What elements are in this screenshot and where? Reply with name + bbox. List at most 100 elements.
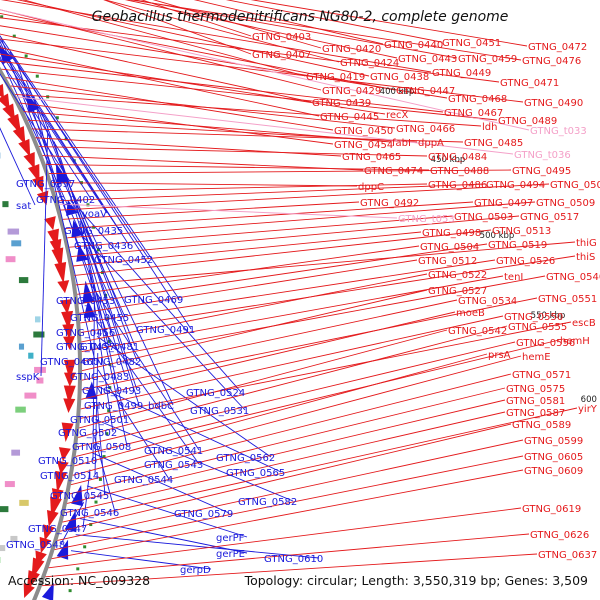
cog-category-tile (0, 545, 6, 552)
cog-category-tile (11, 449, 21, 456)
rna-label-connector (0, 9, 530, 131)
forward-label-connector (74, 229, 492, 276)
reverse-gene-arrow (83, 299, 96, 319)
forward-gene-label: GTNG_0526 (496, 256, 555, 267)
forward-gene-arrow (12, 126, 26, 146)
forward-gene-label: GTNG_0637 (538, 550, 597, 561)
reverse-gene-arrow (56, 539, 69, 560)
forward-gene-arrow (57, 280, 70, 294)
cog-category-tile (11, 240, 22, 247)
forward-gene-arrow (23, 583, 35, 599)
forward-label-connector (0, 33, 312, 103)
scale-tick (98, 477, 102, 481)
scale-label: 450 kbp (431, 155, 466, 165)
forward-label-connector (68, 387, 506, 495)
forward-gene-label: GTNG_0450 (334, 126, 393, 137)
scale-tick (92, 225, 96, 229)
forward-gene-label: GTNG_0534 (458, 296, 517, 307)
forward-gene-label: moeB (456, 308, 485, 319)
forward-gene-label: fabI (392, 138, 411, 149)
reverse-label-connector (70, 550, 212, 570)
forward-label-connector (81, 275, 504, 352)
forward-label-connector (128, 0, 522, 61)
reverse-gene-label: GTNG_0493 (82, 386, 141, 397)
reverse-label-connector (53, 141, 126, 377)
reverse-gene-label: GTNG_0579 (174, 509, 233, 520)
scale-tick (107, 409, 111, 413)
reverse-gene-label: GTNG_0483 (70, 372, 129, 383)
forward-gene-label: GTNG_0466 (396, 124, 455, 135)
forward-label-connector (103, 0, 340, 63)
forward-gene-label: yirY (578, 404, 598, 415)
accession-value: NC_009328 (78, 573, 151, 588)
reverse-label-connector (17, 66, 112, 347)
forward-label-connector (64, 411, 506, 514)
scale-tick (96, 248, 100, 252)
forward-label-connector (0, 53, 386, 115)
forward-gene-label: GTNG_0556 (516, 338, 575, 349)
reverse-label-connector (86, 485, 248, 538)
forward-label-connector (45, 164, 430, 171)
reverse-label-connector (75, 534, 320, 559)
scale-tick (89, 523, 93, 527)
reverse-gene-label: GTNG_0402 (36, 195, 95, 206)
reverse-gene-label: GTNG_0501 (70, 415, 129, 426)
accession-label: Accession: (8, 573, 75, 588)
forward-label-connector (35, 137, 342, 157)
forward-label-connector (39, 146, 428, 157)
topology-label: Topology: (244, 573, 304, 588)
forward-gene-label: GTNG_0498 (422, 228, 481, 239)
reverse-gene-label: yoaV (82, 209, 107, 220)
forward-label-connector (52, 182, 358, 187)
rna-gene-label: GTNG_t036 (514, 150, 571, 161)
forward-gene-label: GTNG_0443 (398, 54, 457, 65)
forward-gene-label: GTNG_0581 (506, 396, 565, 407)
forward-gene-arrow (54, 262, 67, 284)
forward-gene-arrow (63, 385, 76, 405)
cog-category-tile (4, 481, 15, 488)
forward-label-connector (49, 169, 512, 174)
forward-label-connector (74, 353, 488, 467)
forward-label-connector (48, 507, 522, 569)
forward-gene-label: GTNG_0438 (370, 72, 429, 83)
forward-gene-label: GTNG_0519 (488, 240, 547, 251)
forward-gene-label: GTNG_0471 (500, 78, 559, 89)
forward-gene-label: GTNG_0509 (536, 198, 595, 209)
forward-label-connector (22, 0, 306, 77)
forward-gene-label: escB (572, 318, 596, 329)
forward-gene-label: GTNG_0587 (506, 408, 565, 419)
forward-label-connector (72, 355, 522, 476)
forward-gene-arrow (63, 398, 76, 413)
reverse-gene-label: GTNG_0482 (82, 357, 141, 368)
forward-label-connector (0, 38, 524, 103)
genes-value: 3,509 (552, 573, 588, 588)
scale-tick (24, 54, 28, 58)
forward-gene-arrow (46, 509, 59, 528)
forward-gene-label: hemH (560, 336, 590, 347)
forward-gene-label: GTNG_0555 (508, 322, 567, 333)
scale-tick (64, 137, 68, 141)
cog-category-tile (19, 499, 29, 506)
forward-gene-arrow (56, 460, 69, 475)
forward-gene-arrow (32, 175, 44, 193)
reverse-gene-label: GTNG_0481 (80, 342, 139, 353)
forward-gene-label: thiS (576, 252, 595, 263)
cog-category-tile (24, 392, 37, 399)
cog-category-tile (34, 366, 46, 373)
reverse-gene-arrow (66, 199, 78, 216)
reverse-label-connector (83, 236, 246, 411)
reverse-gene-label: GTNG_0397 (16, 179, 75, 190)
rna-label-connector (58, 203, 398, 219)
reverse-label-connector (0, 47, 120, 231)
reverse-label-connector (95, 419, 294, 502)
length-value: 3,550,319 bp; (412, 573, 501, 588)
forward-gene-label: thiG (576, 238, 597, 249)
genes-label: Genes: (504, 573, 549, 588)
forward-label-connector (225, 0, 442, 43)
forward-gene-label: dppA (418, 138, 444, 149)
forward-gene-label: hemE (522, 352, 551, 363)
forward-label-connector (57, 439, 524, 541)
reverse-gene-label: GTNG_0531 (190, 406, 249, 417)
forward-label-connector (140, 0, 252, 37)
forward-label-connector (19, 102, 334, 145)
